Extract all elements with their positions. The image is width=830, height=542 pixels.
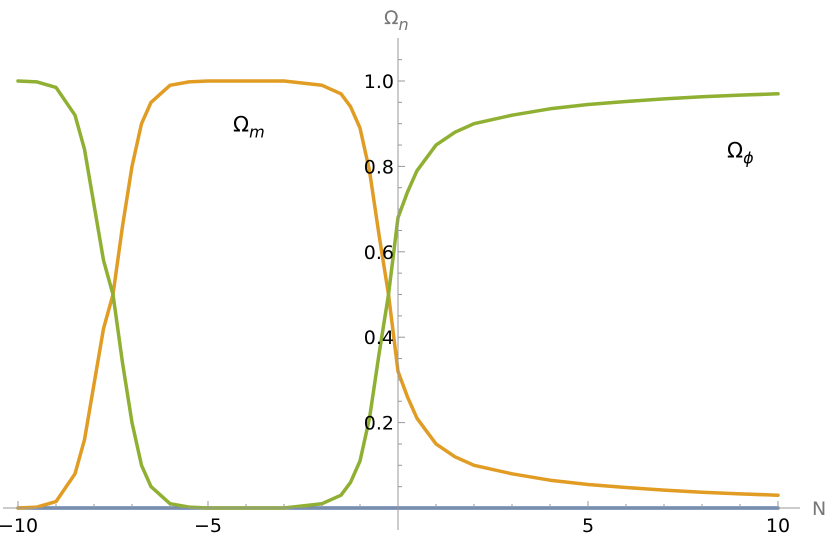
y-tick-label: 0.4 [364, 327, 394, 349]
series-line-omega-phi [16, 79, 780, 510]
y-axis-label: Ωn [384, 7, 409, 34]
y-axis-label-base: Ω [384, 7, 399, 29]
y-tick-label: 0.2 [364, 413, 394, 435]
axes-layer: −10 −5 5 10 0.2 0.4 0.6 0.8 1.0 N Ωn [0, 7, 826, 537]
x-tick-label: −5 [194, 515, 222, 537]
y-tick-label: 0.8 [364, 156, 394, 178]
y-ticks: 0.2 0.4 0.6 0.8 1.0 [364, 59, 405, 488]
x-axis-label: N [812, 498, 826, 520]
curve-annotation: Ωϕ [727, 138, 754, 167]
series-line-omega-m [16, 79, 780, 510]
x-tick-label: 10 [766, 515, 790, 537]
curve-annotation: Ωm [233, 113, 265, 142]
x-tick-label: −10 [0, 515, 38, 537]
annotation-layer: Ωm Ωϕ [233, 113, 754, 168]
x-tick-label: 5 [582, 515, 594, 537]
y-tick-label: 0.6 [364, 242, 394, 264]
y-axis-label-sub: n [399, 15, 409, 34]
x-ticks: −10 −5 5 10 [0, 501, 790, 537]
y-tick-label: 1.0 [364, 71, 394, 93]
